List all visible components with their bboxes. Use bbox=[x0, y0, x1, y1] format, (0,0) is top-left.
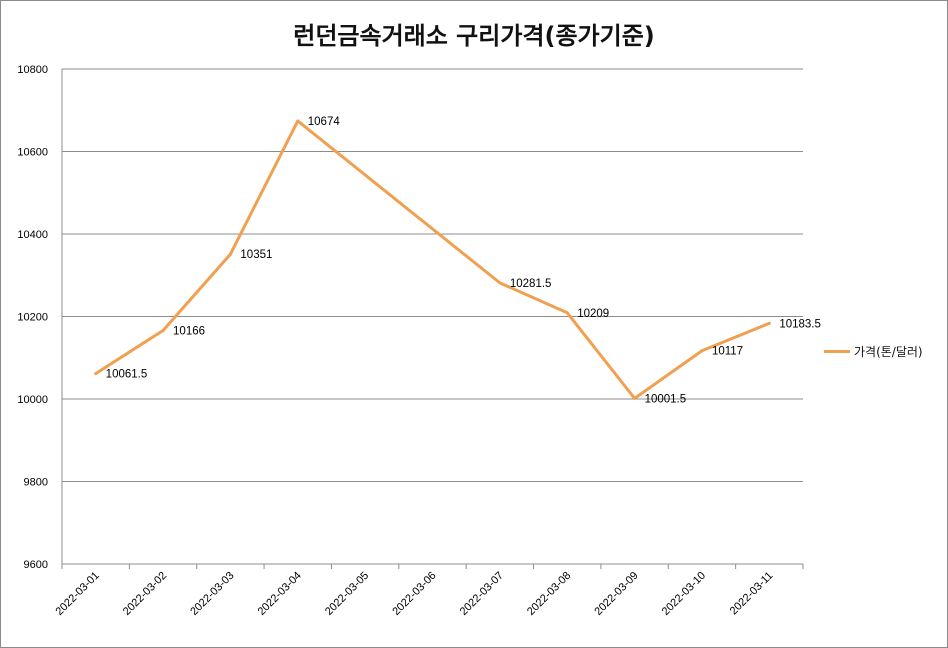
data-point bbox=[767, 321, 771, 325]
legend: 가격(톤/달러) bbox=[824, 343, 923, 360]
y-tick-label: 9800 bbox=[24, 477, 48, 489]
data-point bbox=[296, 119, 300, 123]
data-label: 10281.5 bbox=[510, 278, 552, 290]
y-tick-label: 10600 bbox=[17, 147, 48, 159]
data-point bbox=[228, 252, 232, 256]
y-tick-label: 9600 bbox=[24, 559, 48, 571]
x-tick-label: 2022-03-06 bbox=[390, 570, 438, 618]
data-label: 10061.5 bbox=[106, 369, 148, 381]
data-label: 10001.5 bbox=[645, 393, 687, 405]
x-tick-label: 2022-03-04 bbox=[256, 570, 304, 618]
x-tick-label: 2022-03-07 bbox=[458, 570, 506, 618]
legend-swatch bbox=[824, 350, 850, 353]
data-point bbox=[94, 372, 98, 376]
data-label: 10117 bbox=[712, 346, 743, 358]
series-line bbox=[94, 119, 770, 400]
data-point bbox=[700, 349, 704, 353]
data-label: 10674 bbox=[308, 116, 341, 128]
data-point bbox=[565, 311, 569, 315]
y-tick-label: 10800 bbox=[17, 64, 48, 76]
x-tick-label: 2022-03-10 bbox=[660, 570, 708, 618]
y-tick-label: 10200 bbox=[17, 312, 48, 324]
x-tick-label: 2022-03-03 bbox=[188, 570, 236, 618]
x-tick-label: 2022-03-05 bbox=[323, 570, 371, 618]
data-label: 10209 bbox=[577, 308, 609, 320]
chart-title: 런던금속거래소 구리가격(종가기준) bbox=[293, 22, 655, 50]
data-label: 10166 bbox=[173, 326, 205, 338]
x-tick-label: 2022-03-09 bbox=[592, 570, 640, 618]
x-tick-label: 2022-03-02 bbox=[121, 570, 169, 618]
x-tick-label: 2022-03-08 bbox=[525, 570, 573, 618]
x-tick-label: 2022-03-01 bbox=[54, 570, 102, 618]
data-label: 10183.5 bbox=[779, 318, 821, 330]
y-tick-label: 10400 bbox=[17, 229, 48, 241]
data-label: 10351 bbox=[240, 249, 272, 261]
data-point bbox=[633, 396, 637, 400]
data-point bbox=[498, 281, 502, 285]
data-point bbox=[161, 329, 165, 333]
y-tick-label: 10000 bbox=[17, 394, 48, 406]
legend-label: 가격(톤/달러) bbox=[854, 345, 923, 359]
x-tick-label: 2022-03-11 bbox=[728, 570, 776, 618]
